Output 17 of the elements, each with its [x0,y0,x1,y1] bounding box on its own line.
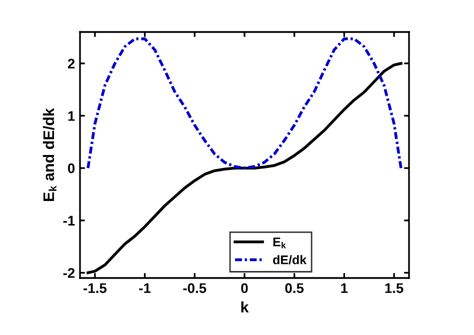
y-tick-label: 0 [68,163,75,174]
x-tick-label: -1.5 [84,283,107,294]
y-tick-label: -1 [63,216,75,226]
x-tick-label: -1 [139,283,151,293]
x-tick-label: 0 [241,283,248,294]
line-series [86,37,402,170]
y-tick-label: 1 [68,111,75,121]
legend-label: E$_{k}$ [273,238,286,248]
y-tick-label: 2 [68,58,75,68]
y-axis-title: E$_{k}$ and dE/dk [42,108,56,201]
x-tick-label: 1 [341,283,348,293]
y-tick-label: -2 [63,268,75,278]
x-tick-label: -0.5 [183,283,206,294]
x-axis-title: k [241,301,249,312]
legend-label: dE/dk [273,255,307,264]
x-tick-label: 1.5 [385,283,404,294]
x-tick-label: 0.5 [285,283,304,294]
